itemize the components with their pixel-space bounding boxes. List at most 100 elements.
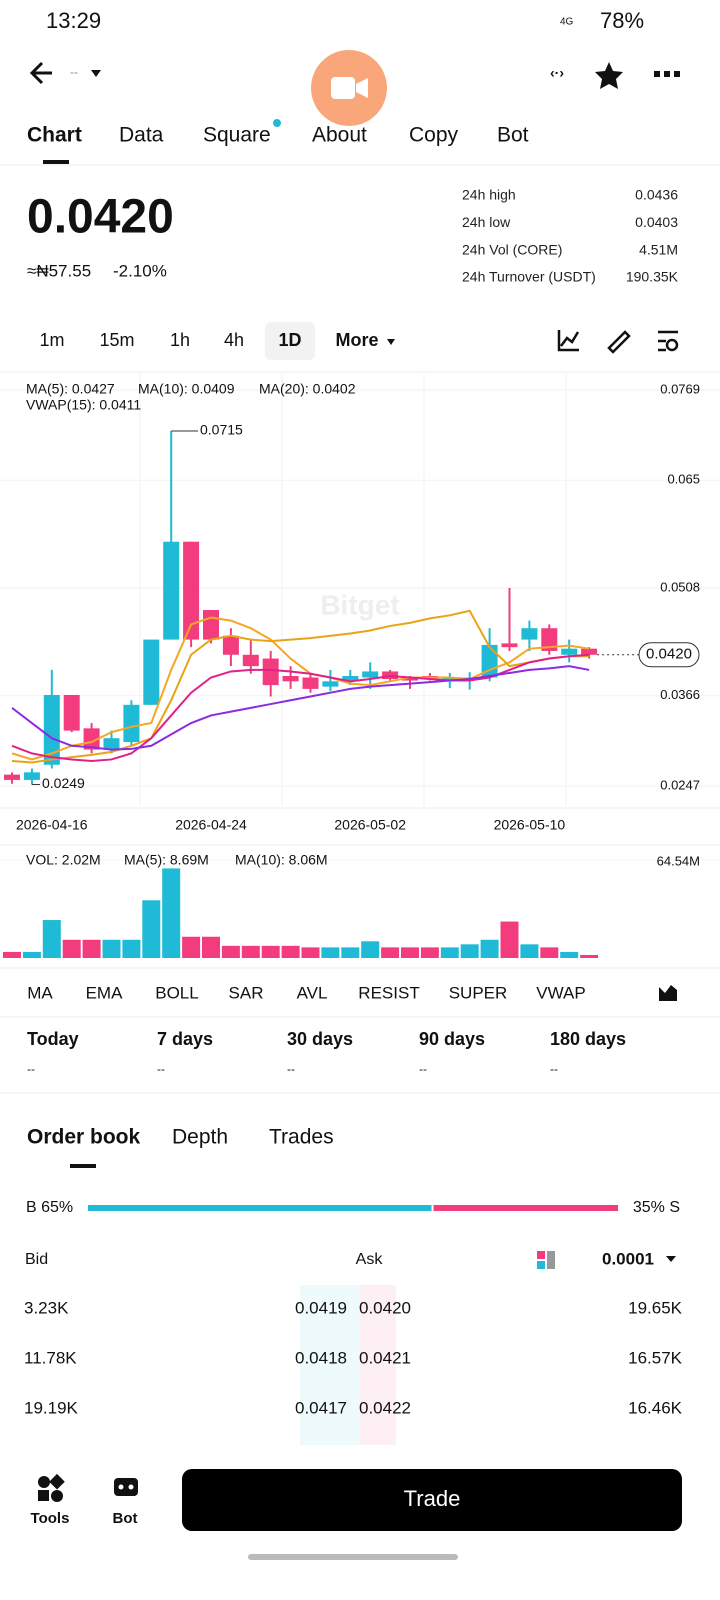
trade-label[interactable]: Trade bbox=[404, 1486, 461, 1511]
volume-bar bbox=[520, 944, 539, 958]
trade-button[interactable] bbox=[182, 1469, 682, 1531]
volume-bar bbox=[440, 947, 459, 958]
indicator-tab[interactable]: RESIST bbox=[358, 983, 419, 1002]
candle-body bbox=[322, 681, 339, 687]
timeframe[interactable]: 1D bbox=[278, 330, 301, 350]
volume-tick-label: 64.54M bbox=[657, 853, 700, 868]
candle-body bbox=[103, 738, 120, 750]
volume-bar bbox=[480, 939, 499, 958]
period-value: -- bbox=[287, 1062, 295, 1076]
tab[interactable]: Bot bbox=[497, 124, 529, 147]
ask-header: Ask bbox=[356, 1251, 384, 1268]
tools-icon[interactable] bbox=[38, 1473, 65, 1502]
more-dropdown[interactable] bbox=[387, 339, 395, 345]
orderbook-tab[interactable]: Depth bbox=[172, 1126, 228, 1149]
candle-body bbox=[203, 610, 219, 640]
last-price: 0.0420 bbox=[27, 191, 174, 244]
volume-bar bbox=[241, 945, 260, 958]
status-battery: 78% bbox=[600, 8, 644, 33]
volume-bar bbox=[281, 945, 300, 958]
timeframe[interactable]: 1m bbox=[39, 330, 64, 350]
volume-bar bbox=[381, 947, 400, 958]
price-change: -2.10% bbox=[113, 261, 167, 280]
more-button[interactable] bbox=[654, 71, 680, 77]
price-tick-label: 0.0366 bbox=[660, 687, 700, 702]
ai-icon[interactable]: ‹·› bbox=[550, 65, 564, 81]
tab[interactable]: Data bbox=[119, 124, 164, 147]
volume-bar bbox=[321, 947, 340, 958]
bid-quantity: 11.78K bbox=[24, 1348, 77, 1367]
candle-body bbox=[501, 643, 518, 648]
indicator-tab[interactable]: AVL bbox=[297, 983, 328, 1002]
tab[interactable]: Copy bbox=[409, 124, 459, 147]
indicator-tab[interactable]: SUPER bbox=[449, 983, 508, 1002]
indicator-tab[interactable]: MA bbox=[27, 983, 53, 1002]
candle-body bbox=[302, 677, 319, 689]
timeframe-selected bbox=[265, 322, 315, 360]
book-view-icon[interactable] bbox=[537, 1251, 555, 1269]
indicator-tab[interactable]: SAR bbox=[229, 983, 264, 1002]
indicator-value: MA(10): 0.0409 bbox=[138, 381, 235, 397]
favorite-button[interactable] bbox=[595, 62, 623, 89]
timeframe[interactable]: 4h bbox=[224, 330, 244, 350]
stat-value: 4.51M bbox=[639, 241, 678, 257]
indicator-settings[interactable] bbox=[659, 985, 677, 1001]
volume-bar bbox=[420, 947, 439, 958]
bid-header: Bid bbox=[25, 1251, 48, 1268]
sell-bar bbox=[433, 1205, 618, 1211]
tab-indicator bbox=[70, 1164, 96, 1168]
period-value: -- bbox=[419, 1062, 427, 1076]
candle-body bbox=[63, 694, 80, 731]
record-icon bbox=[356, 78, 368, 98]
last-price-box bbox=[638, 642, 700, 668]
precision-dropdown[interactable] bbox=[666, 1256, 676, 1262]
period-value: -- bbox=[27, 1062, 35, 1076]
volume-bar bbox=[102, 939, 121, 958]
volume-bar bbox=[341, 947, 360, 958]
bot-label[interactable]: Bot bbox=[113, 1510, 138, 1527]
volume-bar bbox=[560, 951, 579, 958]
chart-tools[interactable] bbox=[557, 330, 679, 354]
status-network: 4G bbox=[560, 17, 574, 28]
volume-bar bbox=[261, 945, 280, 958]
precision[interactable]: 0.0001 bbox=[602, 1249, 654, 1268]
period-value: -- bbox=[157, 1062, 165, 1076]
candle-body bbox=[183, 541, 200, 640]
stat-label: 24h Vol (CORE) bbox=[462, 241, 562, 257]
candle-body bbox=[262, 658, 279, 686]
bot-icon[interactable] bbox=[114, 1478, 138, 1496]
timeframe[interactable]: More bbox=[335, 330, 378, 350]
pair-dropdown[interactable] bbox=[91, 70, 101, 77]
volume-bar bbox=[182, 936, 201, 958]
orderbook-tab[interactable]: Trades bbox=[269, 1126, 334, 1149]
ask-quantity: 16.46K bbox=[628, 1398, 683, 1417]
pair-name[interactable]: -- bbox=[70, 65, 78, 79]
tab[interactable]: About bbox=[312, 124, 367, 147]
back-button[interactable] bbox=[29, 61, 52, 85]
candle-body bbox=[23, 772, 40, 780]
orderbook-tab[interactable]: Order book bbox=[27, 1126, 141, 1149]
volume-bar bbox=[580, 954, 599, 958]
indicator-tab[interactable]: VWAP bbox=[536, 983, 585, 1002]
ask-price: 0.0421 bbox=[359, 1348, 411, 1367]
low-label: 0.0249 bbox=[42, 775, 85, 791]
home-indicator bbox=[248, 1554, 458, 1560]
period-label: 30 days bbox=[287, 1029, 353, 1049]
moving-average bbox=[11, 665, 590, 751]
tab[interactable]: Square bbox=[203, 124, 271, 147]
ask-quantity: 16.57K bbox=[628, 1348, 683, 1367]
candle-body bbox=[222, 635, 239, 655]
indicator-tab[interactable]: EMA bbox=[86, 983, 124, 1002]
volume-bar bbox=[42, 920, 61, 958]
timeframe[interactable]: 15m bbox=[99, 330, 134, 350]
candle-body bbox=[83, 728, 100, 750]
indicator-tab[interactable]: BOLL bbox=[155, 983, 198, 1002]
moving-average bbox=[11, 616, 590, 761]
candle-body bbox=[541, 628, 558, 651]
period-label: 7 days bbox=[157, 1029, 213, 1049]
tab[interactable]: Chart bbox=[27, 124, 82, 147]
indicator-value: VWAP(15): 0.0411 bbox=[26, 397, 141, 413]
tools-label[interactable]: Tools bbox=[31, 1510, 70, 1527]
timeframe[interactable]: 1h bbox=[170, 330, 190, 350]
